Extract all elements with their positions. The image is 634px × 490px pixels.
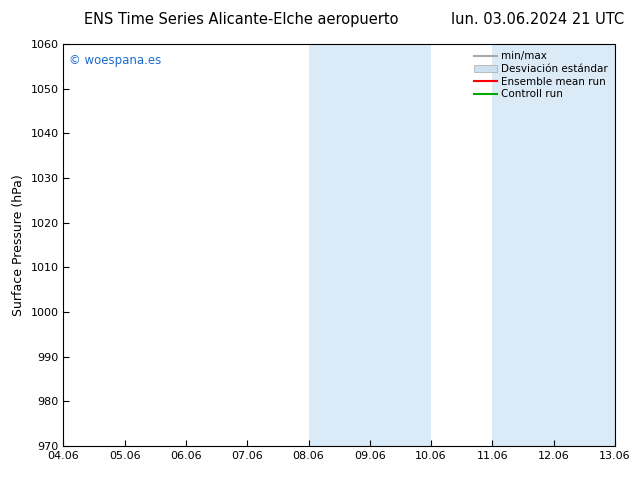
Text: ENS Time Series Alicante-Elche aeropuerto: ENS Time Series Alicante-Elche aeropuert… <box>84 12 398 27</box>
Bar <box>370 44 431 446</box>
Bar <box>309 44 370 446</box>
Bar <box>493 44 553 446</box>
Y-axis label: Surface Pressure (hPa): Surface Pressure (hPa) <box>12 174 25 316</box>
Bar <box>553 44 615 446</box>
Text: © woespana.es: © woespana.es <box>69 54 161 67</box>
Legend: min/max, Desviación estándar, Ensemble mean run, Controll run: min/max, Desviación estándar, Ensemble m… <box>472 49 610 101</box>
Text: lun. 03.06.2024 21 UTC: lun. 03.06.2024 21 UTC <box>451 12 624 27</box>
